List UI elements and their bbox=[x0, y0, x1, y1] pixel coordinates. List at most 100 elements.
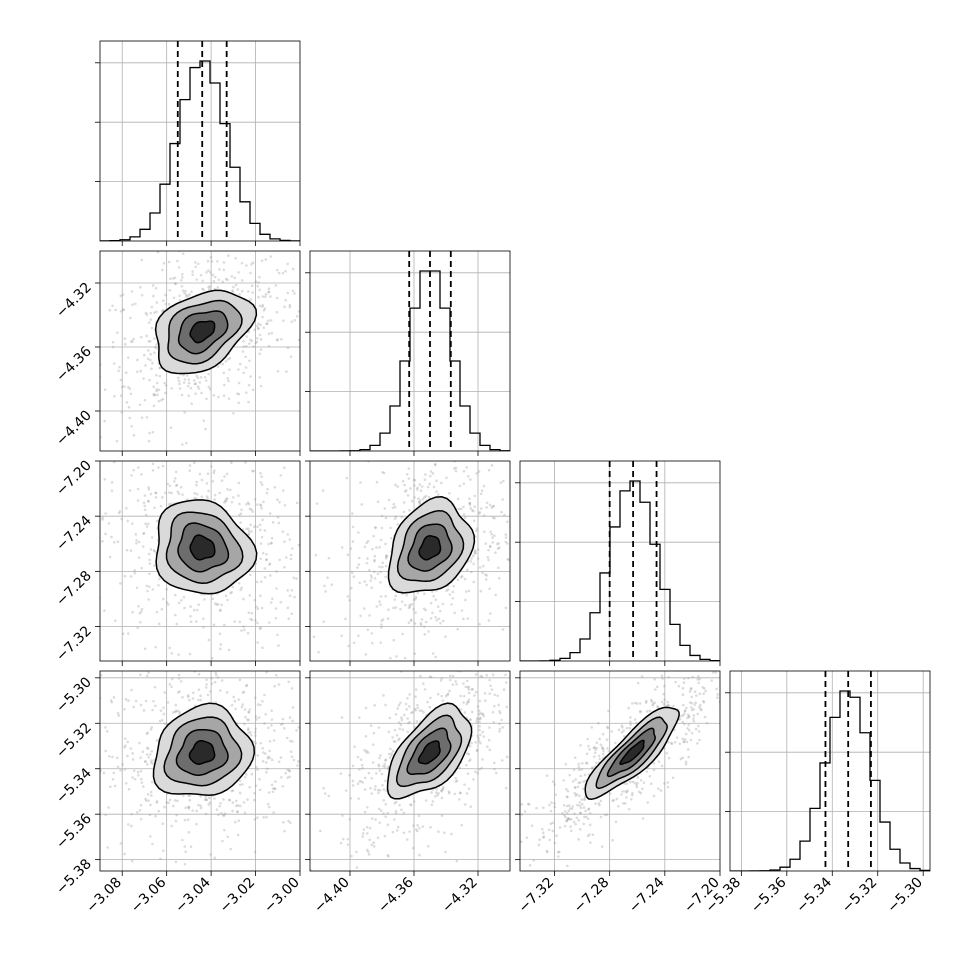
sample-point bbox=[242, 339, 245, 343]
sample-point bbox=[601, 746, 604, 749]
sample-point bbox=[371, 743, 375, 746]
sample-point bbox=[259, 528, 262, 532]
sample-point bbox=[476, 734, 480, 738]
sample-point bbox=[169, 237, 172, 240]
sample-point bbox=[113, 784, 117, 788]
sample-point bbox=[536, 875, 539, 878]
sample-point bbox=[393, 728, 397, 732]
sample-point bbox=[149, 311, 153, 315]
sample-point bbox=[522, 531, 525, 534]
sample-point bbox=[475, 749, 479, 752]
sample-point bbox=[516, 426, 519, 429]
sample-point bbox=[165, 587, 169, 591]
sample-point bbox=[94, 663, 97, 666]
sample-point bbox=[504, 673, 507, 677]
sample-point bbox=[349, 547, 353, 550]
sample-point bbox=[543, 534, 546, 537]
sample-point bbox=[357, 563, 361, 566]
sample-point bbox=[271, 790, 275, 794]
sample-point bbox=[161, 308, 164, 312]
sample-point bbox=[629, 797, 633, 801]
sample-point bbox=[503, 513, 506, 517]
density-fill bbox=[419, 535, 441, 560]
sample-point bbox=[234, 707, 237, 711]
sample-point bbox=[469, 478, 472, 481]
sample-point bbox=[441, 788, 445, 791]
sample-point bbox=[467, 700, 471, 704]
sample-point bbox=[261, 751, 265, 754]
sample-point bbox=[478, 720, 481, 724]
sample-point bbox=[108, 754, 111, 758]
sample-point bbox=[263, 752, 267, 755]
sample-point bbox=[446, 692, 450, 696]
sample-point bbox=[614, 820, 618, 824]
sample-point bbox=[178, 294, 181, 298]
sample-point bbox=[115, 439, 119, 443]
sample-point bbox=[148, 431, 151, 435]
sample-point bbox=[369, 786, 372, 790]
sample-point bbox=[398, 737, 401, 740]
sample-point bbox=[258, 333, 262, 337]
sample-point bbox=[620, 724, 624, 727]
sample-point bbox=[691, 675, 694, 679]
sample-point bbox=[573, 812, 576, 816]
sample-point bbox=[683, 709, 687, 712]
sample-point bbox=[431, 611, 434, 615]
sample-point bbox=[467, 474, 470, 478]
sample-point bbox=[123, 666, 126, 669]
sample-point bbox=[694, 727, 698, 731]
sample-point bbox=[527, 719, 530, 722]
sample-point bbox=[177, 673, 181, 677]
sample-point bbox=[157, 388, 161, 392]
sample-point bbox=[686, 748, 690, 751]
sample-point bbox=[379, 581, 382, 584]
sample-point bbox=[678, 718, 682, 721]
sample-point bbox=[645, 770, 649, 773]
sample-point bbox=[584, 761, 588, 765]
sample-point bbox=[187, 794, 191, 798]
sample-point bbox=[180, 599, 183, 602]
sample-point bbox=[372, 845, 376, 848]
sample-point bbox=[291, 267, 295, 271]
histogram bbox=[520, 480, 720, 661]
sample-point bbox=[703, 715, 707, 719]
sample-point bbox=[470, 570, 473, 574]
sample-point bbox=[256, 525, 259, 529]
sample-point bbox=[129, 316, 132, 320]
sample-point bbox=[100, 596, 101, 599]
sample-point bbox=[161, 397, 165, 401]
sample-point bbox=[150, 326, 154, 330]
density-contour bbox=[606, 727, 656, 778]
sample-point bbox=[175, 484, 178, 487]
sample-point bbox=[567, 818, 570, 821]
sample-point bbox=[666, 703, 670, 707]
sample-point bbox=[374, 526, 377, 529]
sample-point bbox=[459, 791, 462, 795]
sample-point bbox=[146, 522, 150, 526]
sample-point bbox=[606, 747, 609, 750]
sample-point bbox=[272, 811, 275, 814]
sample-point bbox=[551, 829, 555, 833]
panel-frame bbox=[729, 670, 931, 872]
sample-point bbox=[210, 260, 214, 263]
sample-point bbox=[520, 803, 524, 806]
sample-point bbox=[111, 304, 114, 308]
sample-point bbox=[568, 773, 571, 777]
sample-point bbox=[208, 287, 211, 291]
sample-point bbox=[258, 352, 261, 356]
sample-point bbox=[292, 758, 296, 762]
sample-point bbox=[226, 278, 229, 282]
sample-point bbox=[129, 340, 133, 343]
sample-point bbox=[630, 793, 634, 797]
sample-point bbox=[487, 639, 490, 642]
sample-point bbox=[141, 750, 145, 753]
sample-point bbox=[323, 362, 326, 365]
sample-point bbox=[635, 785, 639, 789]
sample-point bbox=[565, 795, 569, 798]
sample-point bbox=[382, 764, 385, 768]
sample-point bbox=[266, 757, 270, 760]
sample-point bbox=[241, 350, 245, 353]
sample-point bbox=[275, 338, 279, 342]
sample-point bbox=[416, 497, 420, 500]
sample-point bbox=[420, 709, 424, 712]
